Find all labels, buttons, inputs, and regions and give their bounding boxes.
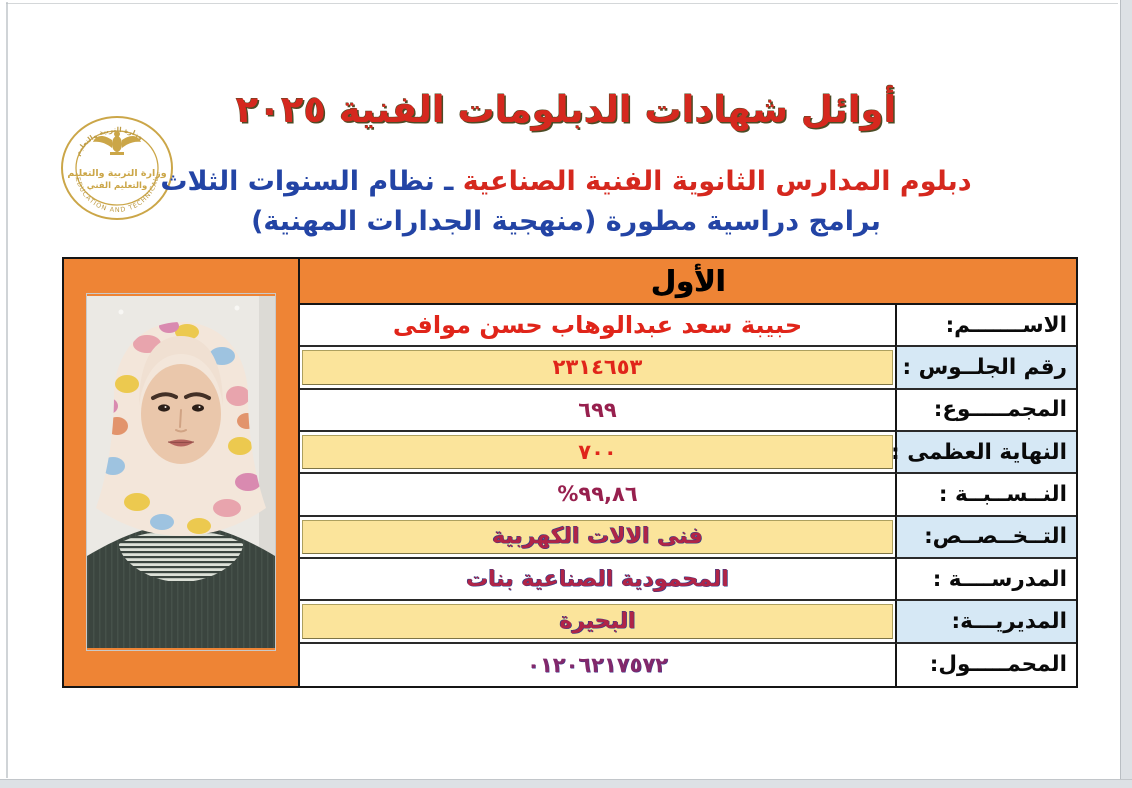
page-title: أوائل شهادات الدبلومات الفنية ٢٠٢٥ (235, 88, 897, 131)
page-edge-right (1120, 0, 1132, 788)
value-specialization: فنى الالات الكهربية (300, 517, 895, 559)
value-max-score: ٧٠٠ (300, 432, 895, 475)
subtitle-line2: برامج دراسية مطورة (منهجية الجدارات المه… (251, 206, 881, 237)
value-directorate: البحيرة (300, 601, 895, 644)
label-max-score: النهاية العظمى : (891, 431, 1076, 475)
ministry-seal: وزارة التربية والتعليم EDUCATION AND TEC… (61, 116, 173, 220)
student-photo (87, 296, 275, 649)
page-edge-bottom (0, 779, 1132, 788)
student-photo-cell (64, 259, 300, 686)
label-school: المدرســــة : (895, 558, 1076, 602)
eagle-icon (93, 131, 141, 155)
label-specialization: التــخــصــص: (895, 516, 1076, 559)
value-school: المحمودية الصناعية بنات (300, 559, 895, 602)
seal-center-line1: وزارة التربية والتعليم (67, 168, 166, 179)
label-total: المجمـــــوع: (895, 389, 1076, 432)
label-mobile: المحمـــــول: (895, 643, 1076, 686)
label-name: الاســـــــم: (895, 305, 1076, 348)
page-edge-left (6, 2, 8, 778)
value-total: ٦٩٩ (300, 390, 895, 432)
value-seat-number: ٢٣١٤٦٥٣ (300, 347, 895, 390)
seal-center-line2: والتعليم الفني (87, 181, 148, 191)
value-name: حبيبة سعد عبدالوهاب حسن موافى (300, 305, 895, 348)
value-percentage: ٩٩,٨٦% (300, 474, 895, 517)
label-seat-number: رقم الجلــوس : (895, 347, 1076, 390)
student-result-table: الأول حبيبة سعد عبدالوهاب حسن موافى الاس… (62, 257, 1078, 688)
subtitle-system: ـ نظام السنوات الثلاث (160, 166, 454, 197)
label-percentage: النــســبــة : (895, 474, 1076, 517)
value-mobile: ٠١٢٠٦٢١٧٥٧٢ (527, 652, 668, 677)
subtitle-line1: دبلوم المدارس الثانوية الفنية الصناعية ـ… (0, 166, 1132, 197)
rank-header-label: الأول (650, 264, 726, 298)
label-directorate: المديريـــة: (895, 601, 1076, 644)
rank-header-cell: الأول (300, 259, 1076, 305)
subtitle-diploma-type: دبلوم المدارس الثانوية الفنية الصناعية (453, 166, 972, 197)
page-edge-top (6, 3, 1118, 4)
